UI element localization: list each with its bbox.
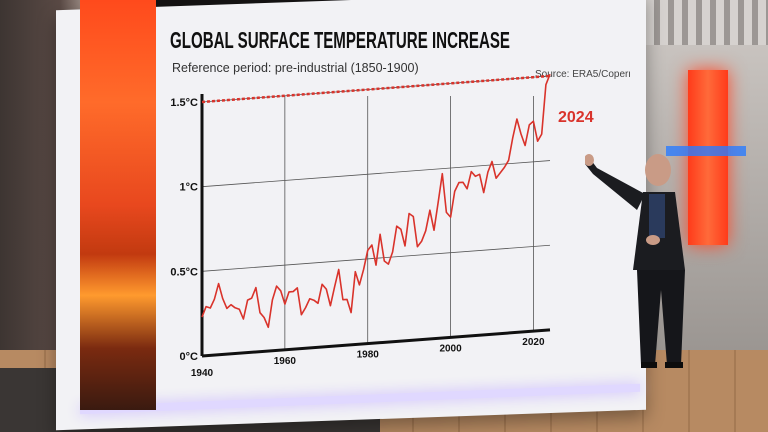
ceiling-slats — [640, 0, 768, 45]
y-tick-label: 0.5°C — [170, 266, 198, 278]
chart-axes — [200, 94, 551, 358]
grid-line-y — [201, 244, 551, 272]
x-tick-labels: 1940 1960 1980 2000 2020 — [191, 337, 545, 379]
temperature-series-line — [201, 73, 551, 329]
y-tick-label: 1.5°C — [170, 97, 198, 109]
chart-source: Source: ERA5/Copernicus — [535, 69, 630, 80]
reference-dashed-line — [201, 74, 551, 104]
red-light-column — [688, 70, 728, 245]
wildfire-image-panel — [80, 0, 156, 410]
x-tick-label: 2000 — [439, 343, 462, 354]
grid-line-y — [201, 160, 551, 188]
y-tick-label: 1°C — [180, 182, 199, 194]
y-tick-labels: 0°C 0.5°C 1°C 1.5°C — [170, 97, 198, 363]
presenter-figure — [585, 154, 685, 368]
end-label-2024: 2024 — [558, 109, 594, 126]
chart-svg: GLOBAL SURFACE TEMPERATURE INCREASE Refe… — [170, 27, 630, 379]
x-tick-label: 1960 — [274, 356, 297, 367]
chart-title: GLOBAL SURFACE TEMPERATURE INCREASE — [170, 27, 510, 53]
x-tick-label: 1980 — [357, 350, 380, 361]
chart-subtitle: Reference period: pre-industrial (1850-1… — [172, 61, 419, 75]
y-tick-label: 0°C — [180, 351, 199, 363]
x-tick-label: 1940 — [191, 368, 214, 379]
blue-light-strip — [666, 146, 746, 156]
chart-grid — [201, 75, 551, 350]
x-tick-label: 2020 — [522, 337, 545, 348]
x-axis-line — [201, 328, 551, 358]
series-lines — [201, 73, 551, 329]
temperature-chart: GLOBAL SURFACE TEMPERATURE INCREASE Refe… — [160, 0, 630, 400]
reference-line-1.5 — [201, 74, 551, 104]
